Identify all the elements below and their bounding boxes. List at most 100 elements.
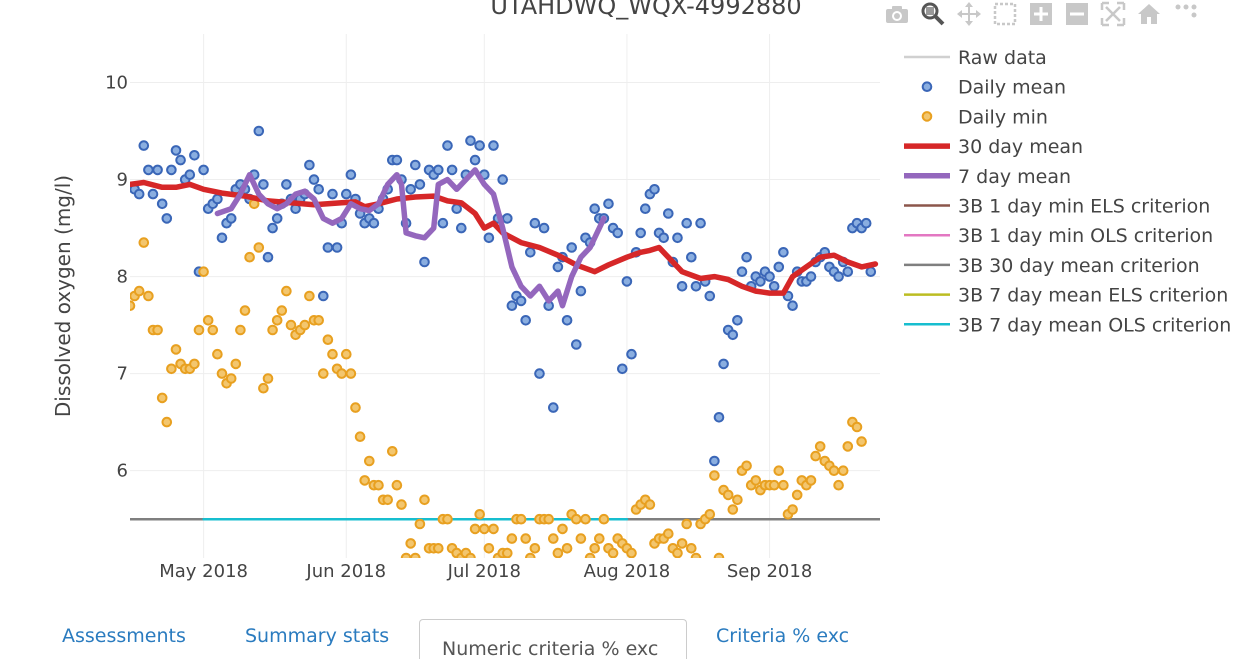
daily-min-point[interactable] (267, 324, 278, 336)
box-select-icon[interactable] (990, 0, 1020, 28)
daily-min-point[interactable] (400, 552, 412, 563)
daily-mean-point[interactable] (410, 159, 421, 171)
legend-item[interactable]: Raw data (904, 47, 1047, 69)
daily-min-point[interactable] (391, 479, 403, 491)
daily-mean-point[interactable] (649, 184, 660, 195)
daily-mean-point[interactable] (138, 140, 150, 151)
daily-min-point[interactable] (193, 324, 205, 336)
legend-item[interactable]: Daily min (921, 106, 1048, 128)
pan-icon[interactable] (954, 0, 984, 28)
daily-mean-point[interactable] (860, 217, 872, 229)
daily-min-point[interactable] (396, 499, 407, 510)
daily-mean-point[interactable] (271, 213, 283, 224)
daily-min-point[interactable] (598, 513, 610, 525)
zoom-icon[interactable] (918, 0, 948, 28)
daily-mean-point[interactable] (764, 271, 775, 282)
legend-item[interactable]: 3B 30 day mean criterion (904, 255, 1200, 277)
daily-mean-point[interactable] (258, 179, 269, 190)
reset-axes-icon[interactable] (1134, 0, 1164, 28)
daily-mean-point[interactable] (736, 266, 748, 278)
daily-min-point[interactable] (575, 533, 587, 544)
daily-mean-point[interactable] (474, 140, 486, 151)
daily-mean-point[interactable] (506, 300, 518, 312)
daily-mean-point[interactable] (658, 232, 670, 244)
daily-min-point[interactable] (644, 499, 656, 510)
daily-mean-point[interactable] (143, 164, 154, 176)
daily-mean-point[interactable] (727, 329, 739, 341)
daily-mean-point[interactable] (216, 232, 228, 244)
daily-min-point[interactable] (433, 543, 444, 554)
daily-min-point[interactable] (828, 465, 840, 477)
daily-min-point[interactable] (837, 465, 849, 477)
daily-min-point[interactable] (607, 547, 619, 558)
daily-min-point[interactable] (548, 533, 559, 544)
daily-mean-point[interactable] (442, 140, 453, 151)
daily-mean-point[interactable] (534, 368, 545, 379)
daily-min-point[interactable] (810, 450, 821, 462)
daily-mean-point[interactable] (433, 164, 444, 176)
daily-mean-point[interactable] (842, 266, 854, 278)
daily-mean-point[interactable] (497, 174, 509, 185)
daily-min-point[interactable] (230, 358, 242, 370)
daily-mean-point[interactable] (184, 169, 196, 180)
daily-min-point[interactable] (253, 242, 265, 253)
daily-min-point[interactable] (281, 285, 292, 297)
daily-min-point[interactable] (354, 431, 366, 443)
daily-mean-point[interactable] (773, 261, 785, 273)
daily-min-point[interactable] (506, 533, 518, 544)
daily-min-point[interactable] (842, 441, 854, 452)
daily-mean-point[interactable] (520, 315, 532, 326)
daily-mean-point[interactable] (152, 164, 163, 176)
daily-mean-point[interactable] (695, 217, 706, 229)
daily-min-point[interactable] (373, 479, 384, 491)
daily-min-point[interactable] (856, 436, 867, 447)
daily-min-point[interactable] (515, 513, 527, 525)
daily-mean-point[interactable] (515, 295, 527, 307)
daily-min-point[interactable] (474, 509, 486, 520)
daily-min-point[interactable] (156, 392, 168, 404)
daily-min-point[interactable] (262, 373, 274, 384)
daily-min-point[interactable] (552, 547, 564, 558)
daily-mean-point[interactable] (663, 208, 674, 219)
daily-min-point[interactable] (350, 402, 361, 413)
daily-mean-point[interactable] (405, 184, 417, 195)
daily-min-point[interactable] (414, 518, 426, 530)
daily-min-point[interactable] (225, 373, 237, 384)
daily-mean-point[interactable] (212, 193, 223, 205)
daily-min-point[interactable] (502, 547, 513, 558)
zoom-out-icon[interactable] (1062, 0, 1092, 28)
legend-item[interactable]: 3B 7 day mean OLS criterion (904, 314, 1231, 336)
daily-mean-point[interactable] (718, 358, 729, 370)
daily-mean-point[interactable] (676, 281, 688, 292)
daily-mean-point[interactable] (322, 242, 334, 253)
daily-min-point[interactable] (258, 382, 269, 394)
daily-min-point[interactable] (814, 441, 826, 452)
daily-min-point[interactable] (787, 504, 798, 515)
daily-mean-point[interactable] (787, 300, 798, 312)
daily-min-point[interactable] (750, 475, 762, 486)
daily-mean-point[interactable] (833, 271, 844, 282)
daily-min-point[interactable] (851, 421, 863, 433)
daily-mean-point[interactable] (552, 261, 564, 273)
daily-min-point[interactable] (442, 513, 453, 525)
daily-min-point[interactable] (387, 446, 398, 457)
daily-min-point[interactable] (561, 543, 573, 554)
daily-min-point[interactable] (271, 315, 283, 326)
tab-criteria-exc[interactable]: Criteria % exc (716, 625, 850, 647)
daily-min-point[interactable] (626, 547, 637, 558)
daily-min-point[interactable] (529, 543, 541, 554)
daily-mean-point[interactable] (635, 227, 647, 239)
legend-item[interactable]: Daily mean (921, 77, 1066, 99)
daily-mean-point[interactable] (617, 363, 628, 375)
daily-min-point[interactable] (727, 504, 739, 515)
legend-item[interactable]: 7 day mean (904, 166, 1071, 188)
daily-mean-point[interactable] (626, 348, 637, 360)
daily-mean-point[interactable] (437, 217, 449, 229)
daily-min-point[interactable] (126, 300, 136, 311)
daily-mean-point[interactable] (681, 217, 693, 229)
daily-min-point[interactable] (336, 368, 348, 379)
daily-mean-point[interactable] (525, 247, 536, 258)
daily-min-point[interactable] (138, 237, 150, 248)
daily-min-point[interactable] (483, 543, 495, 554)
legend-item[interactable]: 30 day mean (904, 136, 1083, 158)
